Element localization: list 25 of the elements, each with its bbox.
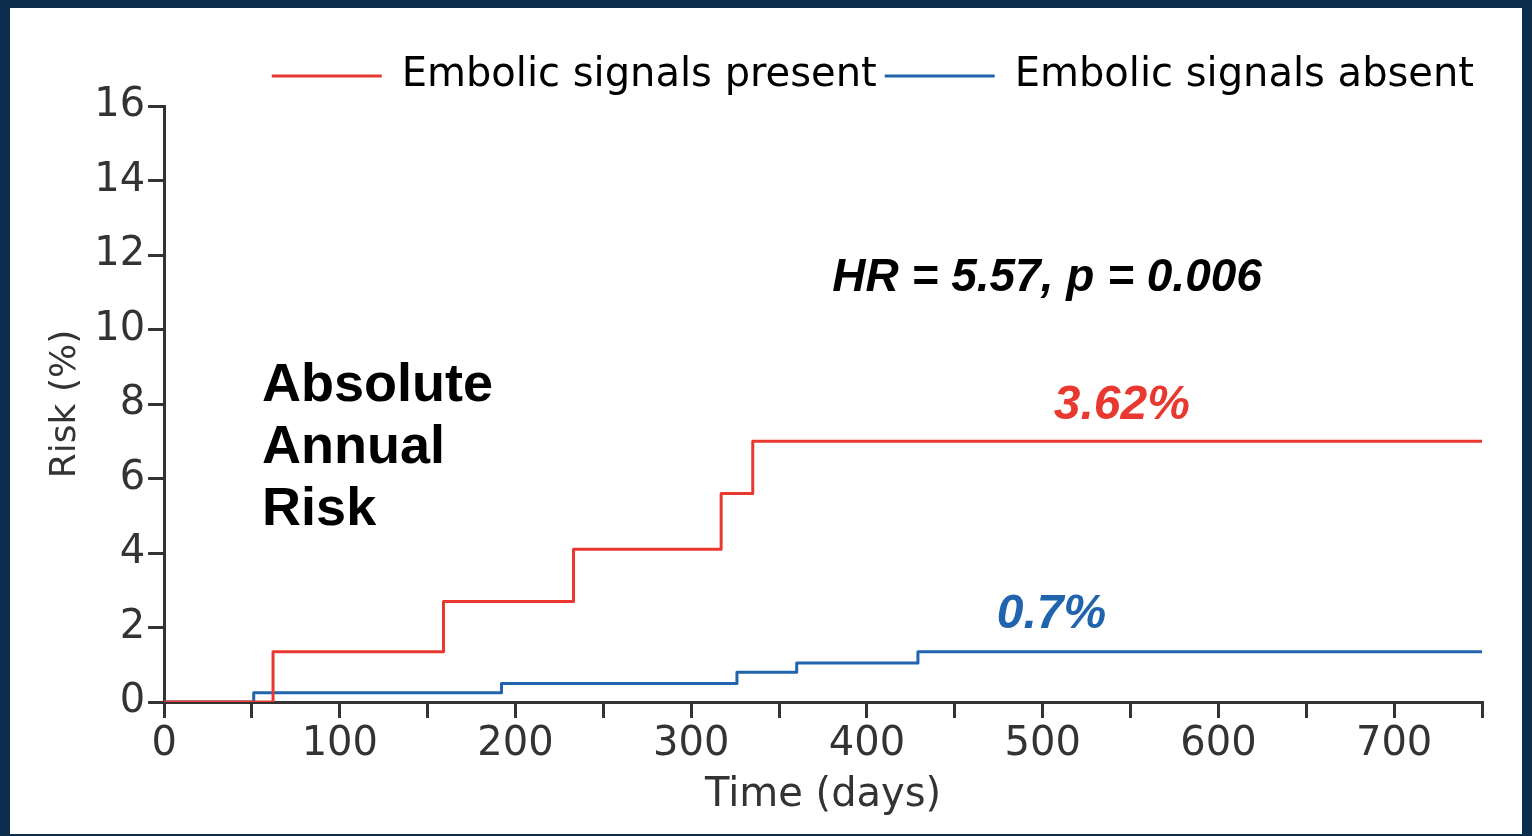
x-tick-label: 0 [151,718,177,765]
y-axis-title: Risk (%) [41,329,83,479]
annotation: HR = 5.57, p = 0.006 [832,249,1263,301]
x-tick-label: 600 [1180,718,1257,765]
x-tick-label: 700 [1355,718,1433,765]
x-tick-label: 500 [1004,718,1081,765]
x-tick-label: 300 [653,718,730,765]
x-axis-title: Time (days) [703,769,942,816]
legend-label: Embolic signals absent [1014,49,1474,96]
y-tick-label: 2 [119,600,146,647]
y-tick-label: 12 [94,228,146,275]
y-tick-label: 6 [119,451,146,498]
annotation: 0.7% [996,584,1107,638]
x-tick-label: 200 [477,718,554,765]
y-tick-label: 16 [94,79,146,126]
x-tick-label: 100 [301,718,378,765]
y-tick-label: 10 [94,302,146,349]
y-tick-label: 8 [119,377,146,424]
y-tick-label: 0 [119,675,146,722]
x-tick-label: 400 [828,718,906,765]
annotation: 3.62% [1053,375,1190,429]
y-tick-label: 14 [94,153,146,200]
y-tick-label: 4 [119,526,146,573]
annotation: Absolute Annual Risk [262,352,494,536]
legend-label: Embolic signals present [401,49,877,96]
